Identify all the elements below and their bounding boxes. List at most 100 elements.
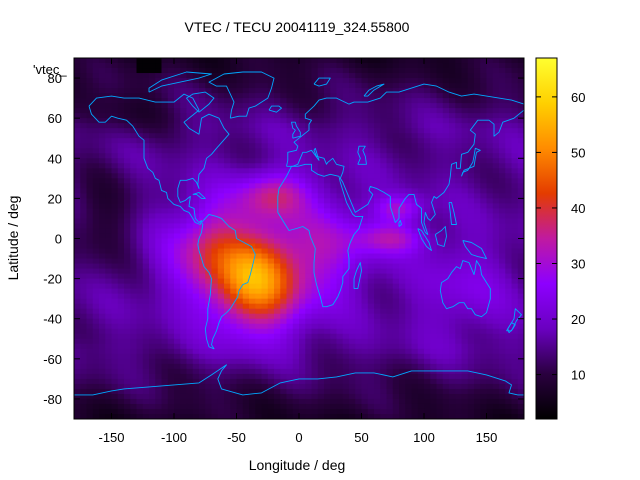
heatmap-cell (230, 193, 238, 199)
heatmap-cell (186, 83, 194, 89)
heatmap-cell (517, 333, 524, 340)
heatmap-cell (161, 173, 169, 179)
heatmap-cell (142, 118, 150, 124)
heatmap-cell (117, 323, 125, 330)
heatmap-cell (280, 93, 288, 99)
heatmap-cell (480, 188, 488, 194)
heatmap-cell (417, 293, 425, 300)
heatmap-cell (261, 128, 269, 134)
heatmap-cell (442, 223, 450, 230)
heatmap-cell (136, 368, 144, 375)
heatmap-cell (86, 388, 94, 395)
heatmap-cell (249, 158, 256, 164)
heatmap-cell (111, 118, 119, 124)
heatmap-cell (386, 143, 394, 149)
heatmap-cell (336, 378, 344, 385)
heatmap-cell (424, 98, 431, 104)
heatmap-cell (430, 138, 438, 144)
heatmap-cell (136, 73, 144, 79)
heatmap-cell (311, 78, 319, 84)
heatmap-cell (499, 278, 506, 285)
heatmap-cell (430, 333, 438, 340)
heatmap-cell (74, 203, 81, 210)
heatmap-cell (205, 113, 213, 119)
heatmap-cell (436, 388, 444, 395)
heatmap-cell (217, 133, 225, 139)
heatmap-cell (361, 103, 369, 109)
heatmap-cell (274, 173, 281, 179)
heatmap-cell (349, 393, 356, 400)
heatmap-cell (80, 83, 88, 89)
heatmap-cell (374, 248, 381, 255)
heatmap-cell (180, 163, 188, 169)
heatmap-cell (517, 148, 524, 154)
heatmap-cell (380, 303, 388, 310)
heatmap-cell (286, 98, 294, 104)
heatmap-cell (111, 98, 119, 104)
heatmap-cell (480, 78, 488, 84)
heatmap-cell (211, 183, 219, 189)
heatmap-cell (236, 268, 244, 275)
heatmap-cell (299, 213, 306, 220)
heatmap-cell (92, 303, 100, 310)
heatmap-cell (355, 268, 363, 275)
heatmap-cell (211, 318, 219, 325)
heatmap-cell (505, 393, 513, 400)
heatmap-cell (355, 238, 363, 245)
heatmap-cell (424, 73, 431, 79)
heatmap-cell (442, 333, 450, 340)
heatmap-cell (505, 363, 513, 370)
heatmap-cell (380, 318, 388, 325)
heatmap-cell (467, 78, 475, 84)
heatmap-cell (405, 208, 413, 215)
heatmap-cell (292, 338, 300, 345)
heatmap-cell (411, 293, 419, 300)
heatmap-cell (349, 128, 356, 134)
heatmap-cell (242, 378, 250, 385)
heatmap-cell (392, 88, 400, 94)
heatmap-cell (330, 348, 338, 355)
heatmap-cell (149, 123, 156, 129)
heatmap-cell (136, 373, 144, 380)
heatmap-cell (111, 138, 119, 144)
heatmap-cell (255, 128, 263, 134)
heatmap-cell (199, 278, 206, 285)
heatmap-cell (111, 243, 119, 250)
heatmap-cell (305, 393, 313, 400)
heatmap-cell (149, 223, 156, 230)
heatmap-cell (374, 373, 381, 380)
heatmap-cell (174, 168, 181, 174)
heatmap-cell (111, 238, 119, 245)
heatmap-cell (80, 128, 88, 134)
heatmap-cell (142, 168, 150, 174)
heatmap-cell (324, 83, 331, 89)
heatmap-cell (467, 118, 475, 124)
heatmap-cell (417, 253, 425, 260)
heatmap-cell (455, 88, 463, 94)
heatmap-cell (455, 68, 463, 74)
heatmap-cell (380, 148, 388, 154)
heatmap-cell (117, 273, 125, 280)
heatmap-cell (317, 213, 325, 220)
heatmap-cell (317, 138, 325, 144)
heatmap-cell (299, 268, 306, 275)
heatmap-cell (292, 233, 300, 240)
heatmap-cell (467, 263, 475, 270)
heatmap-cell (236, 168, 244, 174)
heatmap-cell (311, 313, 319, 320)
heatmap-cell (386, 103, 394, 109)
heatmap-cell (399, 208, 406, 215)
heatmap-cell (324, 178, 331, 184)
heatmap-cell (480, 343, 488, 350)
heatmap-cell (155, 208, 163, 215)
heatmap-cell (130, 248, 138, 255)
heatmap-cell (255, 243, 263, 250)
heatmap-cell (180, 233, 188, 240)
heatmap-cell (505, 148, 513, 154)
heatmap-cell (342, 143, 350, 149)
heatmap-cell (230, 328, 238, 335)
heatmap-cell (299, 388, 306, 395)
heatmap-cell (424, 173, 431, 179)
heatmap-cell (149, 248, 156, 255)
heatmap-cell (455, 283, 463, 290)
